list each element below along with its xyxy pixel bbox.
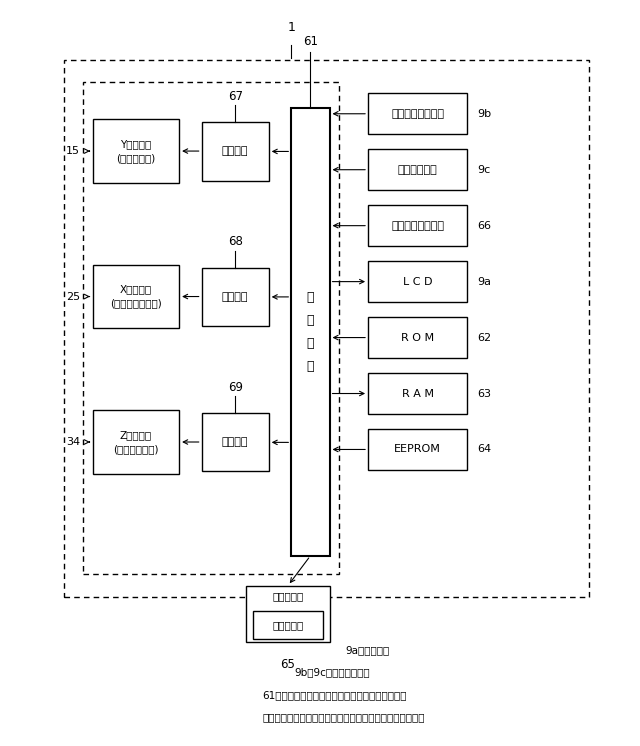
- Bar: [202, 413, 269, 471]
- Text: 各種操作スイッチ: 各種操作スイッチ: [391, 109, 444, 119]
- Bar: [291, 108, 330, 556]
- Text: 66: 66: [477, 221, 491, 231]
- Text: 模様指定手段、経過時間算出手段、残り時間算出手段: 模様指定手段、経過時間算出手段、残り時間算出手段: [262, 712, 425, 722]
- Bar: [368, 373, 467, 414]
- Text: 64: 64: [477, 445, 491, 454]
- Text: 25: 25: [66, 292, 80, 301]
- Bar: [93, 410, 179, 474]
- Text: 69: 69: [228, 381, 243, 394]
- Bar: [253, 611, 323, 639]
- Text: 34: 34: [66, 437, 80, 447]
- Text: 9a: 9a: [477, 277, 491, 286]
- Text: 9c: 9c: [477, 165, 490, 175]
- Text: X軸モータ
(キャリッジ送り): X軸モータ (キャリッジ送り): [110, 284, 162, 309]
- Text: 9b，9c：模様指定手段: 9b，9c：模様指定手段: [294, 668, 370, 677]
- Text: 9a：表示手段: 9a：表示手段: [346, 645, 390, 655]
- Text: 68: 68: [228, 236, 243, 248]
- Text: 61: 61: [303, 36, 318, 48]
- Bar: [368, 317, 467, 358]
- Bar: [368, 93, 467, 134]
- Bar: [202, 122, 269, 181]
- Text: Z軸モータ
(ホルダ上下動): Z軸モータ (ホルダ上下動): [113, 430, 159, 454]
- Text: タッチパネル: タッチパネル: [397, 165, 438, 175]
- Text: 62: 62: [477, 333, 491, 342]
- Bar: [93, 265, 179, 328]
- Text: 駆動回路: 駆動回路: [222, 292, 248, 302]
- Bar: [246, 586, 330, 642]
- Text: 切断データ: 切断データ: [273, 620, 303, 630]
- Text: 駆動回路: 駆動回路: [222, 437, 248, 448]
- Text: L C D: L C D: [403, 277, 433, 286]
- Text: シート検出センサ: シート検出センサ: [391, 221, 444, 231]
- Text: 1: 1: [287, 21, 295, 34]
- Text: Y軸モータ
(シート送り): Y軸モータ (シート送り): [116, 139, 156, 163]
- Text: 外部メモリ: 外部メモリ: [273, 592, 303, 601]
- Text: R O M: R O M: [401, 333, 434, 342]
- Text: 63: 63: [477, 389, 491, 398]
- Bar: [368, 261, 467, 302]
- Bar: [368, 149, 467, 190]
- Text: 61：表示制御手段、切断時間算出手段、補正手段: 61：表示制御手段、切断時間算出手段、補正手段: [262, 690, 407, 700]
- Bar: [64, 60, 589, 597]
- Text: 65: 65: [280, 658, 296, 671]
- Text: 制
御
回
路: 制 御 回 路: [307, 291, 314, 373]
- Text: R A M: R A M: [402, 389, 434, 398]
- Bar: [93, 119, 179, 183]
- Text: 15: 15: [66, 146, 80, 156]
- Text: 9b: 9b: [477, 109, 491, 119]
- Text: 駆動回路: 駆動回路: [222, 146, 248, 157]
- Bar: [83, 82, 339, 574]
- Text: 67: 67: [228, 90, 243, 103]
- Bar: [368, 205, 467, 246]
- Bar: [368, 429, 467, 470]
- Bar: [202, 268, 269, 326]
- Text: EEPROM: EEPROM: [394, 445, 441, 454]
